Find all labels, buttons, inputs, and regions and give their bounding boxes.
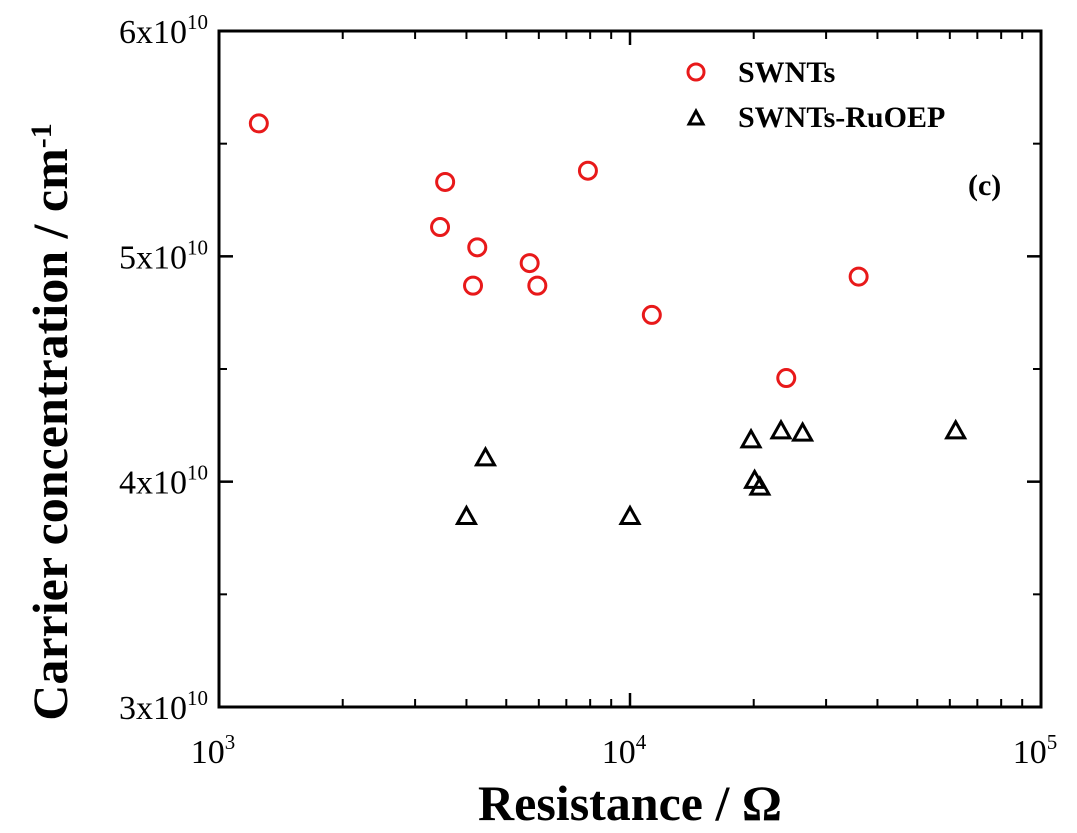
y-tick-label-exp: 10 (187, 461, 208, 485)
y-tick-label-base: 4x10 (119, 465, 187, 502)
axis-ticks (217, 29, 1043, 709)
x-tick-label-exp: 3 (225, 730, 236, 754)
data-point-swnts (577, 160, 598, 181)
y-axis-title-sup: -1 (25, 123, 58, 148)
y-tick-label: 3x1010 (119, 686, 208, 727)
data-point-swnts (519, 253, 540, 274)
legend: SWNTs SWNTs-RuOEP (686, 56, 945, 134)
data-point-swnts-ruoep (739, 427, 763, 449)
x-tick-label: 103 (191, 730, 236, 771)
legend-label-swnts: SWNTs (738, 56, 835, 89)
y-tick-label-base: 6x10 (119, 14, 187, 51)
data-point-swnts-ruoep (769, 418, 793, 440)
y-axis-title-main: Carrier concentration / cm (22, 148, 78, 721)
y-tick-label: 6x1010 (119, 10, 208, 51)
data-point-swnts-ruoep (473, 445, 498, 467)
y-axis-title: Carrier concentration / cm-1 (22, 123, 78, 721)
y-tick-label-base: 5x10 (119, 239, 187, 276)
data-point-swnts (848, 266, 869, 287)
data-point-swnts-ruoep (791, 421, 815, 442)
data-point-swnts (248, 113, 269, 134)
legend-marker-swnts (686, 62, 706, 82)
data-point-swnts (776, 368, 797, 389)
data-point-swnts (430, 217, 451, 238)
x-tick-label: 104 (602, 730, 647, 771)
x-tick-label: 105 (1013, 730, 1058, 771)
data-point-swnts-ruoep (618, 504, 642, 525)
y-tick-label-exp: 10 (187, 10, 208, 34)
y-tick-label: 4x1010 (119, 461, 208, 502)
legend-marker-swnts-ruoep (686, 107, 706, 126)
data-point-swnts-ruoep (944, 418, 968, 440)
data-point-swnts (463, 275, 484, 296)
x-axis-title: Resistance / Ω (478, 775, 782, 831)
y-tick-label-exp: 10 (187, 686, 208, 710)
data-point-swnts-ruoep (454, 504, 479, 525)
x-tick-label-exp: 4 (636, 730, 647, 754)
x-tick-labels: 103 104 105 (191, 730, 1058, 771)
y-tick-label: 5x1010 (119, 235, 208, 276)
y-tick-label-exp: 10 (187, 235, 208, 259)
x-tick-label-base: 10 (1013, 734, 1047, 771)
data-point-swnts-ruoep (748, 475, 772, 496)
x-tick-label-base: 10 (191, 734, 225, 771)
data-point-swnts (467, 237, 488, 258)
y-tick-label-base: 3x10 (119, 690, 187, 727)
data-point-swnts (527, 275, 548, 296)
data-point-swnts (641, 304, 662, 325)
data-markers (248, 113, 968, 525)
x-tick-label-base: 10 (602, 734, 636, 771)
data-point-swnts (435, 171, 456, 192)
panel-label: (c) (968, 169, 1001, 202)
x-tick-label-exp: 5 (1047, 730, 1058, 754)
legend-label-swnts-ruoep: SWNTs-RuOEP (738, 101, 945, 134)
